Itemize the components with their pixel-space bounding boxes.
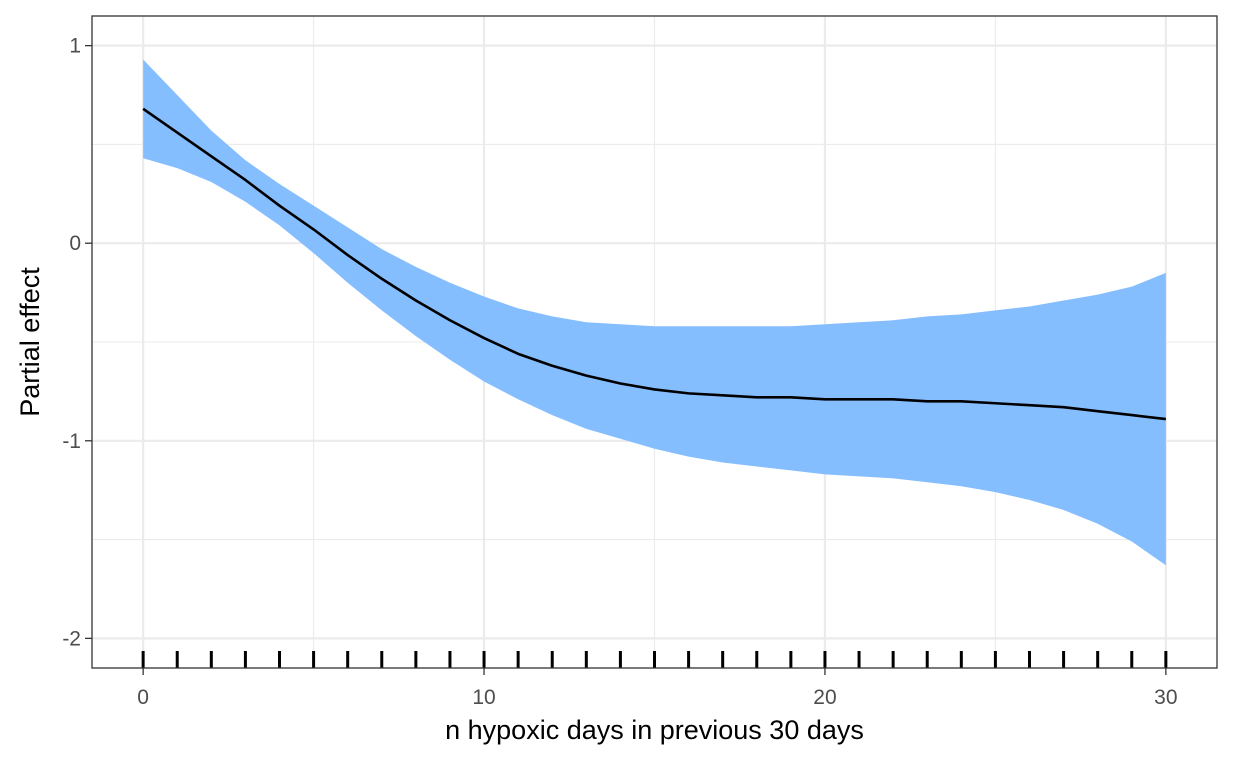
fit-line — [142, 107, 1167, 421]
fit-line-layer — [142, 107, 1167, 421]
y-tick-label: -1 — [62, 430, 81, 453]
y-axis-title: Partial effect — [15, 267, 45, 417]
confidence-ribbon-layer — [143, 59, 1166, 566]
axis-ticks — [85, 44, 1167, 675]
y-tick-labels: -2 -1 0 1 — [62, 35, 81, 651]
x-tick-label: 0 — [137, 686, 149, 709]
x-tick-label: 30 — [1154, 686, 1177, 709]
rug-layer — [141, 651, 1168, 668]
y-tick-label: -2 — [62, 627, 81, 650]
x-tick-label: 10 — [472, 686, 495, 709]
x-tick-labels: 0 10 20 30 — [137, 686, 1177, 709]
y-tick-label: 0 — [69, 232, 81, 255]
panel-border — [91, 15, 1218, 669]
x-axis-title: n hypoxic days in previous 30 days — [445, 715, 864, 745]
confidence-ribbon — [143, 59, 1166, 566]
x-tick-label: 20 — [813, 686, 836, 709]
y-tick-label: 1 — [69, 35, 81, 58]
